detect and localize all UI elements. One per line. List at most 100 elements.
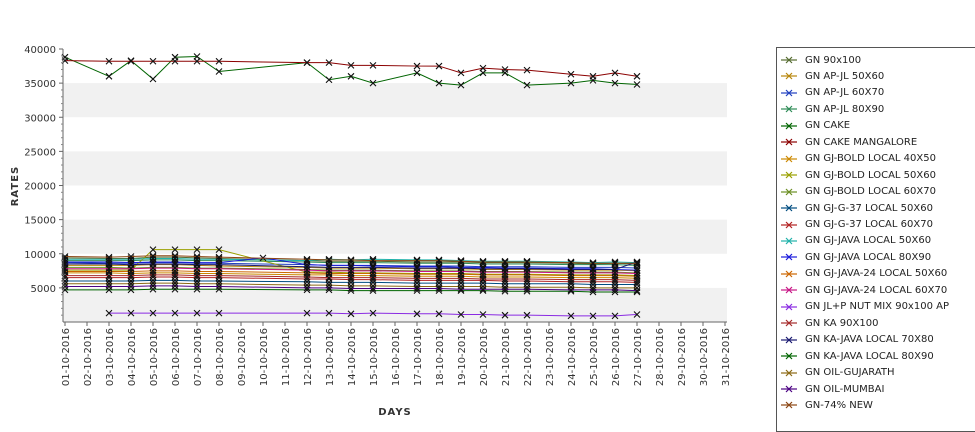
x-tick-label: 18-10-2016 (435, 328, 446, 386)
data-point-marker (611, 276, 619, 284)
data-point-marker (215, 283, 223, 290)
data-point-marker (347, 61, 355, 69)
legend-label: GN GJ-BOLD LOCAL 60X70 (805, 186, 936, 198)
data-point-marker (105, 72, 113, 80)
legend-label: GN OIL-GUJARATH (805, 367, 895, 379)
legend-item: GN OIL-GUJARATH (781, 365, 895, 381)
data-point-marker (567, 79, 575, 87)
data-point-marker (523, 311, 531, 319)
data-point-marker (479, 276, 487, 284)
x-tick-label: 19-10-2016 (457, 328, 468, 386)
legend-marker-icon (781, 188, 797, 196)
data-point-marker (215, 280, 223, 288)
data-point-marker (215, 272, 223, 279)
grid-band (63, 151, 727, 186)
data-point-marker (215, 285, 223, 293)
legend-marker-icon (781, 221, 797, 228)
legend-label: GN GJ-JAVA-24 LOCAL 50X60 (805, 268, 948, 280)
data-point-marker (171, 57, 179, 65)
legend-marker-icon (781, 352, 797, 360)
data-point-marker (105, 283, 113, 290)
legend-label: GN 90x100 (805, 54, 862, 66)
data-point-marker (325, 284, 333, 292)
legend-item: GN GJ-G-37 LOCAL 50X60 (781, 200, 933, 216)
data-point-marker (149, 75, 157, 83)
series (61, 53, 641, 89)
x-tick-label: 30-10-2016 (699, 328, 710, 386)
data-point-marker (325, 264, 333, 271)
series (61, 57, 641, 80)
x-tick-label: 12-10-2016 (303, 328, 314, 386)
data-point-marker (501, 275, 509, 283)
data-point-marker (611, 266, 619, 273)
series-layer (61, 53, 641, 320)
x-tick-label: 14-10-2016 (347, 328, 358, 386)
data-point-marker (105, 253, 113, 261)
data-point-marker (567, 70, 575, 78)
x-tick-label: 17-10-2016 (413, 328, 424, 386)
data-point-marker (369, 61, 377, 69)
x-tick-label: 25-10-2016 (589, 328, 600, 386)
data-point-marker (347, 285, 355, 292)
data-point-marker (171, 260, 179, 268)
line-chart: 500010000150002000025000300003500040000 … (10, 45, 732, 418)
legend-label: GN CAKE (805, 120, 851, 132)
data-point-marker (149, 271, 157, 279)
data-point-marker (589, 266, 597, 273)
data-point-marker (479, 265, 487, 273)
legend-marker-icon (781, 73, 797, 80)
legend-label: GN AP-JL 60X70 (805, 87, 885, 99)
legend-marker-icon (781, 122, 797, 130)
data-point-marker (193, 285, 201, 293)
legend-marker-icon (781, 105, 797, 113)
data-point-marker (325, 274, 333, 282)
data-point-marker (369, 274, 377, 282)
grid-band (63, 219, 727, 254)
data-point-marker (347, 256, 355, 264)
data-point-marker (435, 79, 443, 87)
data-point-marker (193, 272, 201, 279)
x-tick-label: 01-10-2016 (61, 328, 72, 386)
data-point-marker (435, 264, 443, 272)
legend-item: GN CAKE (781, 118, 850, 134)
data-point-marker (457, 257, 465, 265)
legend-marker-icon (781, 319, 797, 327)
data-point-marker (193, 246, 201, 254)
data-point-marker (127, 309, 135, 317)
x-axis-title: DAYS (378, 407, 412, 418)
data-point-marker (567, 283, 575, 291)
data-point-marker (105, 57, 113, 65)
data-point-marker (149, 279, 157, 287)
y-tick-label: 35000 (24, 79, 56, 90)
legend-item: GN GJ-JAVA-24 LOCAL 60X70 (781, 282, 947, 298)
data-point-marker (435, 263, 443, 271)
legend-label: GN GJ-JAVA-24 LOCAL 60X70 (805, 284, 948, 296)
legend-label: GN GJ-JAVA LOCAL 80X90 (805, 251, 932, 263)
x-tick-label: 31-10-2016 (721, 328, 732, 386)
legend-item: GN GJ-JAVA LOCAL 80X90 (781, 249, 931, 265)
data-point-marker (611, 312, 619, 320)
data-point-marker (325, 59, 333, 67)
data-point-marker (105, 280, 113, 288)
data-point-marker (567, 266, 575, 273)
x-tick-label: 15-10-2016 (369, 328, 380, 386)
data-point-marker (215, 68, 223, 75)
x-tick-label: 28-10-2016 (655, 328, 666, 386)
data-point-marker (589, 312, 597, 320)
data-point-marker (193, 280, 201, 288)
y-tick-label: 20000 (24, 182, 56, 193)
data-point-marker (435, 62, 443, 70)
grid-band (63, 83, 727, 118)
data-point-marker (611, 286, 619, 294)
data-point-marker (479, 275, 487, 283)
x-tick-label: 09-10-2016 (237, 328, 248, 386)
data-point-marker (303, 255, 311, 263)
data-point-marker (347, 274, 355, 282)
legend-item: GN 90x100 (781, 52, 861, 68)
y-axis-title: RATES (10, 166, 21, 207)
data-point-marker (215, 261, 223, 269)
data-point-marker (127, 280, 135, 288)
data-point-marker (523, 66, 531, 74)
legend-marker-icon (781, 204, 797, 212)
legend-label: GN OIL-MUMBAI (805, 383, 885, 395)
